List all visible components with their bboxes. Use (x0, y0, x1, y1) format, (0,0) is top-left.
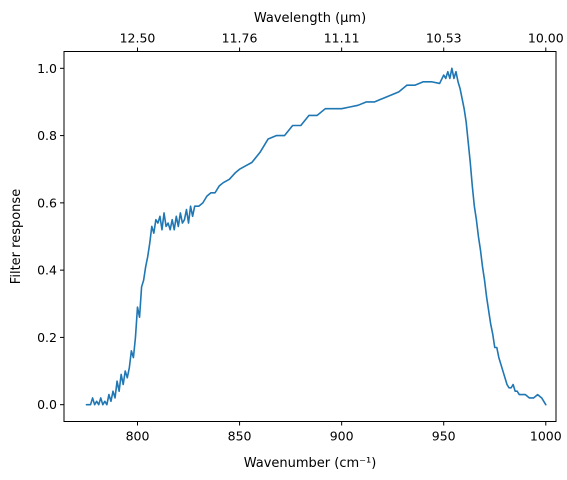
x-tick-label-800: 800 (126, 429, 150, 444)
y-tick-label-0.0: 0.0 (37, 397, 57, 412)
top-tick-label-11.76: 11.76 (222, 31, 258, 46)
y-axis-ticks: 0.0 0.2 0.4 0.6 0.8 1.0 (37, 61, 64, 412)
top-tick-label-10.53: 10.53 (426, 31, 462, 46)
series-line-0 (85, 67, 547, 406)
x-tick-label-850: 850 (228, 429, 252, 444)
x-axis-ticks: 800 850 900 950 1000 (126, 421, 562, 444)
x-tick-label-900: 900 (330, 429, 354, 444)
y-tick-label-0.8: 0.8 (37, 128, 57, 143)
x-axis-title: Wavenumber (cm⁻¹) (244, 456, 377, 471)
top-axis-title: Wavelength (μm) (254, 11, 366, 26)
x-tick-label-950: 950 (432, 429, 456, 444)
top-tick-label-11.11: 11.11 (324, 31, 360, 46)
plot-area (85, 67, 547, 406)
axes-frame (63, 51, 557, 422)
top-tick-label-10.00: 10.00 (528, 31, 564, 46)
top-axis-ticks: 12.50 11.76 11.11 10.53 10.00 (120, 31, 564, 52)
y-tick-label-1.0: 1.0 (37, 61, 57, 76)
top-tick-label-12.50: 12.50 (120, 31, 156, 46)
y-tick-label-0.4: 0.4 (37, 263, 57, 278)
y-tick-label-0.6: 0.6 (37, 195, 57, 210)
x-tick-label-1000: 1000 (530, 429, 562, 444)
y-tick-label-0.2: 0.2 (37, 330, 57, 345)
y-axis-title: Filter response (9, 189, 24, 284)
